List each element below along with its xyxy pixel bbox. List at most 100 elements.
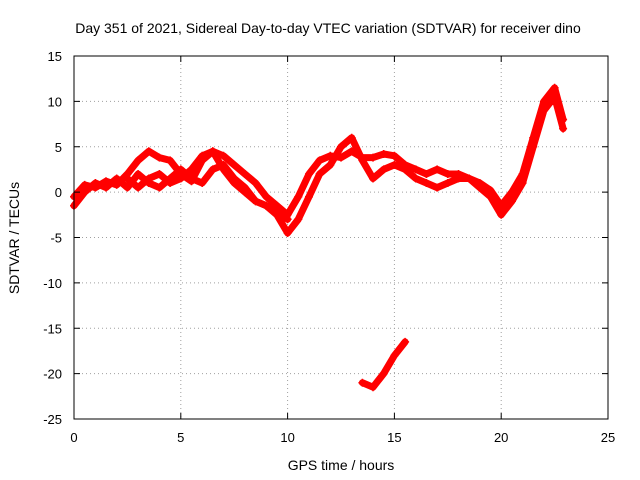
data-point — [144, 147, 153, 156]
data-point — [134, 170, 143, 178]
data-point — [112, 174, 121, 183]
x-tick-label: 0 — [70, 430, 77, 445]
data-point — [251, 179, 260, 187]
data-point — [294, 215, 303, 224]
data-point — [433, 165, 442, 174]
data-point — [539, 106, 548, 115]
data-point — [390, 160, 399, 169]
data-point — [198, 151, 207, 160]
data-point — [369, 153, 377, 162]
x-tick-label: 20 — [494, 430, 508, 445]
data-point — [134, 156, 143, 165]
data-point — [422, 170, 431, 178]
data-point — [166, 156, 175, 165]
y-tick-label: 5 — [55, 140, 62, 155]
data-point — [454, 174, 463, 183]
data-point — [422, 179, 431, 187]
data-point — [411, 165, 420, 174]
y-tick-label: -15 — [43, 321, 62, 336]
data-point — [155, 170, 164, 178]
data-point — [550, 92, 559, 101]
data-point — [230, 179, 239, 187]
data-point — [390, 351, 399, 360]
x-tick-label: 10 — [280, 430, 294, 445]
series-layer — [70, 83, 568, 392]
data-point — [187, 165, 196, 174]
data-point — [230, 160, 239, 169]
data-point — [102, 183, 110, 192]
data-point — [559, 124, 568, 133]
data-point — [518, 179, 527, 187]
data-point — [91, 179, 100, 187]
data-point — [294, 192, 303, 201]
data-point — [283, 215, 292, 224]
data-point — [369, 383, 377, 392]
x-tick-label: 15 — [387, 430, 401, 445]
data-point — [326, 160, 335, 169]
x-tick-label: 25 — [601, 430, 615, 445]
data-point — [550, 83, 559, 92]
data-point — [198, 179, 207, 187]
y-axis-label: SDTVAR / TECUs — [6, 182, 22, 294]
data-point — [262, 201, 271, 210]
data-point — [401, 337, 410, 346]
x-axis-label: GPS time / hours — [288, 457, 395, 473]
y-tick-label: -25 — [43, 412, 62, 427]
data-point — [155, 153, 164, 162]
y-tick-label: -5 — [50, 231, 62, 246]
data-point — [187, 174, 196, 183]
series-arc-4 — [358, 337, 410, 392]
data-point — [305, 192, 313, 201]
data-point — [358, 156, 367, 165]
x-tick-label: 5 — [177, 430, 184, 445]
y-tick-label: 0 — [55, 185, 62, 200]
series-line — [123, 147, 292, 223]
data-point — [411, 174, 420, 183]
data-point — [251, 197, 260, 206]
y-tick-label: 10 — [48, 94, 62, 109]
data-point — [240, 170, 249, 178]
data-point — [529, 142, 538, 151]
data-point — [337, 142, 345, 151]
y-tick-label: 15 — [48, 49, 62, 64]
chart-title: Day 351 of 2021, Sidereal Day-to-day VTE… — [75, 20, 581, 36]
data-point — [176, 165, 185, 174]
data-point — [166, 179, 175, 187]
data-point — [283, 229, 292, 237]
data-point — [208, 147, 217, 156]
data-point — [433, 183, 442, 192]
series-line — [358, 338, 409, 391]
data-point — [379, 369, 388, 378]
data-point — [240, 188, 249, 197]
data-point — [123, 183, 132, 192]
data-point — [219, 151, 228, 160]
data-point — [315, 156, 324, 165]
data-point — [219, 165, 228, 174]
data-point — [208, 165, 217, 174]
data-point — [497, 210, 506, 219]
data-point — [123, 174, 132, 183]
data-point — [305, 170, 313, 178]
data-point — [390, 151, 399, 160]
y-tick-label: -10 — [43, 276, 62, 291]
data-point — [379, 165, 388, 174]
series-arc-3 — [123, 147, 292, 224]
data-point — [155, 183, 164, 192]
data-point — [272, 206, 281, 215]
data-point — [262, 192, 271, 201]
data-point — [369, 174, 377, 183]
data-point — [507, 197, 516, 206]
grid — [74, 56, 608, 419]
data-point — [465, 174, 474, 183]
y-tick-label: -20 — [43, 367, 62, 382]
data-point — [315, 170, 324, 178]
data-point — [443, 170, 452, 178]
data-point — [176, 174, 185, 183]
data-point — [134, 183, 143, 192]
data-point — [379, 150, 388, 158]
data-point — [443, 179, 452, 187]
data-point — [347, 133, 356, 142]
data-point — [144, 174, 153, 183]
ticks: 0 5 10 15 20 25 -25 -20 -15 -10 -5 0 5 10 15 — [43, 49, 615, 445]
